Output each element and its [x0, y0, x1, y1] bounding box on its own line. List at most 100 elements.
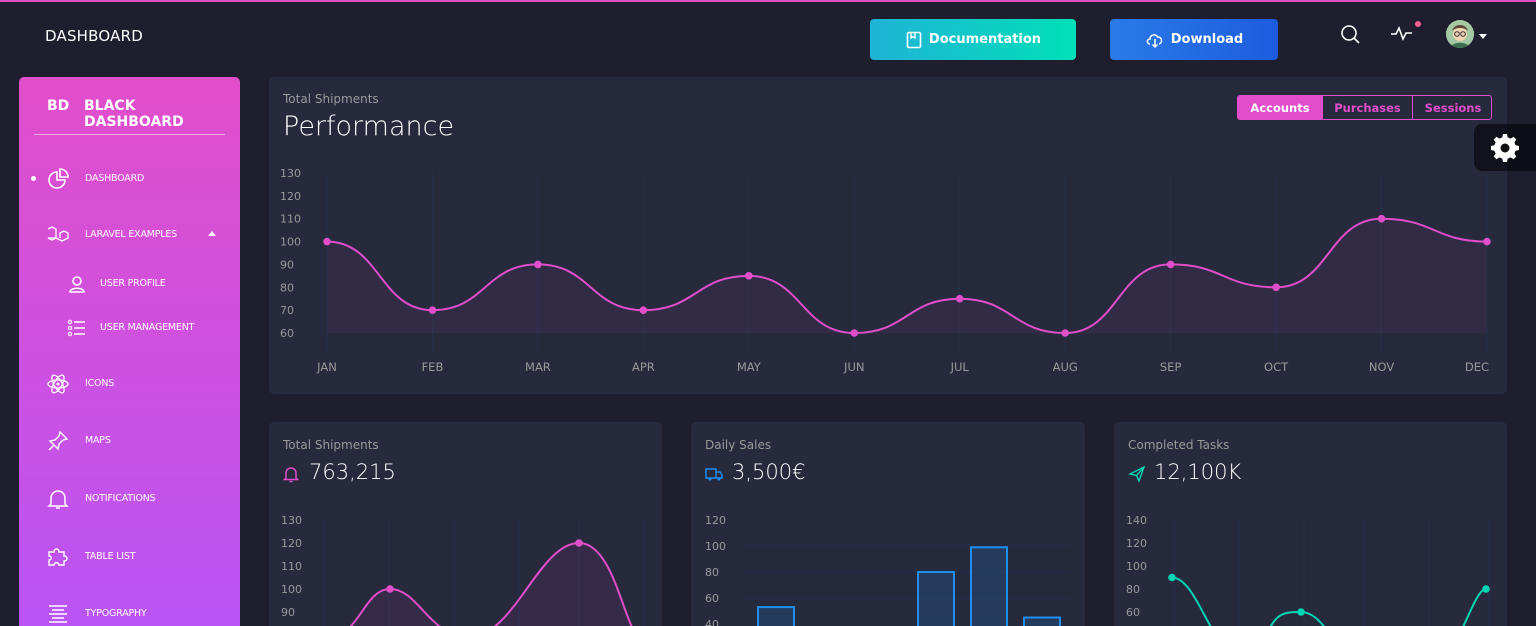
y-tick-label: 140 — [1126, 514, 1147, 527]
y-tick-label: 110 — [280, 213, 301, 226]
y-tick-label: 120 — [281, 537, 302, 550]
y-tick-label: 60 — [705, 592, 719, 605]
data-point — [1168, 573, 1176, 582]
y-tick-label: 130 — [281, 514, 302, 527]
bar — [1023, 616, 1061, 626]
sidebar-item-user-profile[interactable]: USER PROFILE — [19, 269, 240, 299]
tab-sessions[interactable]: Sessions — [1412, 96, 1491, 119]
gear-icon — [1491, 134, 1519, 162]
y-tick-label: 40 — [705, 618, 719, 626]
align-center-icon — [49, 605, 67, 623]
sidebar-item-label: NOTIFICATIONS — [85, 493, 156, 504]
card-subtitle: Daily Sales — [705, 438, 772, 452]
card-value: 763,215 — [309, 460, 396, 484]
send-icon — [1128, 465, 1146, 483]
download-label: Download — [1170, 32, 1244, 47]
notification-dot — [1415, 21, 1421, 27]
y-tick-label: 120 — [1126, 537, 1147, 550]
x-tick-label: JUN — [843, 360, 864, 374]
y-tick-label: 90 — [280, 258, 294, 271]
completed-tasks-chart: 60 80 100 120 140 — [1126, 514, 1490, 626]
sidebar-logo-text[interactable]: BLACK DASHBOARD — [84, 98, 184, 130]
cloud-download-icon — [1146, 33, 1162, 48]
atom-icon — [47, 374, 69, 394]
sidebar-item-label: ICONS — [85, 378, 115, 389]
sidebar-item-label: USER PROFILE — [100, 278, 166, 289]
user-menu-caret[interactable] — [1479, 34, 1487, 39]
documentation-button[interactable]: Documentation — [870, 19, 1076, 60]
tab-purchases[interactable]: Purchases — [1322, 96, 1412, 119]
y-tick-label: 100 — [1126, 560, 1147, 573]
x-tick-label: MAY — [737, 360, 762, 374]
bullet-list-icon — [67, 319, 85, 337]
daily-sales-card: Daily Sales 3,500€ 40 60 80 100 120 — [691, 422, 1085, 626]
y-tick-label: 70 — [280, 304, 294, 317]
top-accent-line — [0, 0, 1536, 2]
x-tick-label: SEP — [1160, 360, 1182, 374]
download-button[interactable]: Download — [1110, 19, 1278, 60]
active-indicator — [31, 176, 36, 181]
card-subtitle: Total Shipments — [283, 92, 379, 106]
y-tick-label: 80 — [280, 281, 294, 294]
bar — [757, 606, 795, 626]
bell-icon — [47, 490, 69, 509]
sidebar: BD BLACK DASHBOARD DASHBOARD LARAVEL EXA… — [19, 77, 240, 626]
sidebar-item-typography[interactable]: TYPOGRAPHY — [19, 599, 240, 626]
data-point — [1297, 608, 1305, 616]
sidebar-item-notifications[interactable]: NOTIFICATIONS — [19, 484, 240, 514]
sidebar-divider — [34, 134, 225, 135]
x-tick-label: AUG — [1053, 360, 1078, 374]
sidebar-item-dashboard[interactable]: DASHBOARD — [19, 164, 240, 194]
y-tick-label: 90 — [281, 606, 295, 619]
bell-icon — [283, 467, 299, 483]
user-icon — [69, 276, 85, 293]
sidebar-item-table-list[interactable]: TABLE LIST — [19, 542, 240, 572]
bar — [970, 546, 1008, 626]
daily-sales-chart: 40 60 80 100 120 — [705, 514, 1071, 626]
data-point — [534, 260, 542, 269]
y-tick-label: 100 — [705, 540, 726, 553]
navbar: DASHBOARD Documentation Download — [0, 2, 1536, 72]
y-tick-label: 80 — [705, 566, 719, 579]
sidebar-item-label: MAPS — [85, 435, 111, 446]
sidebar-item-laravel-examples[interactable]: LARAVEL EXAMPLES — [19, 220, 240, 250]
chevron-up-icon[interactable] — [208, 231, 216, 236]
delivery-truck-icon — [705, 468, 723, 481]
activity-icon[interactable] — [1390, 24, 1414, 42]
sidebar-item-label: LARAVEL EXAMPLES — [85, 229, 177, 240]
x-tick-label: JUL — [950, 360, 970, 374]
y-tick-label: 110 — [281, 560, 302, 573]
tab-accounts[interactable]: Accounts — [1238, 96, 1322, 119]
sidebar-item-icons[interactable]: ICONS — [19, 369, 240, 399]
y-tick-label: 120 — [705, 514, 726, 527]
series-area — [327, 218, 1487, 333]
puzzle-icon — [48, 548, 68, 566]
data-point — [1272, 283, 1280, 292]
sidebar-item-label: TABLE LIST — [85, 551, 136, 562]
settings-button[interactable] — [1474, 124, 1536, 171]
data-point — [745, 272, 753, 280]
sidebar-item-maps[interactable]: MAPS — [19, 426, 240, 456]
x-tick-label: MAR — [525, 360, 551, 374]
sidebar-logo-mini[interactable]: BD — [47, 98, 70, 114]
sidebar-item-user-management[interactable]: USER MANAGEMENT — [19, 313, 240, 343]
avatar-image — [1446, 20, 1474, 48]
sidebar-item-label: USER MANAGEMENT — [100, 322, 195, 333]
search-icon[interactable] — [1340, 24, 1362, 46]
y-tick-label: 100 — [280, 236, 301, 249]
series-area — [350, 543, 632, 626]
shipments-chart: 90 100 110 120 130 — [281, 514, 645, 626]
card-subtitle: Total Shipments — [283, 438, 379, 452]
x-tick-label: FEB — [422, 360, 444, 374]
y-tick-label: 60 — [280, 327, 294, 340]
performance-chart: JAN FEB MAR APR MAY JUN JUL AUG SEP OCT NOV DEC 60 70… — [280, 167, 1491, 374]
data-point — [323, 237, 331, 246]
x-tick-label: DEC — [1465, 360, 1489, 374]
data-point — [955, 294, 964, 303]
avatar[interactable] — [1446, 20, 1474, 48]
chart-pie-icon — [48, 168, 69, 189]
y-tick-label: 120 — [280, 190, 301, 203]
card-value: 12,100K — [1154, 460, 1242, 484]
navbar-brand[interactable]: DASHBOARD — [45, 27, 143, 45]
book-icon — [906, 31, 922, 48]
